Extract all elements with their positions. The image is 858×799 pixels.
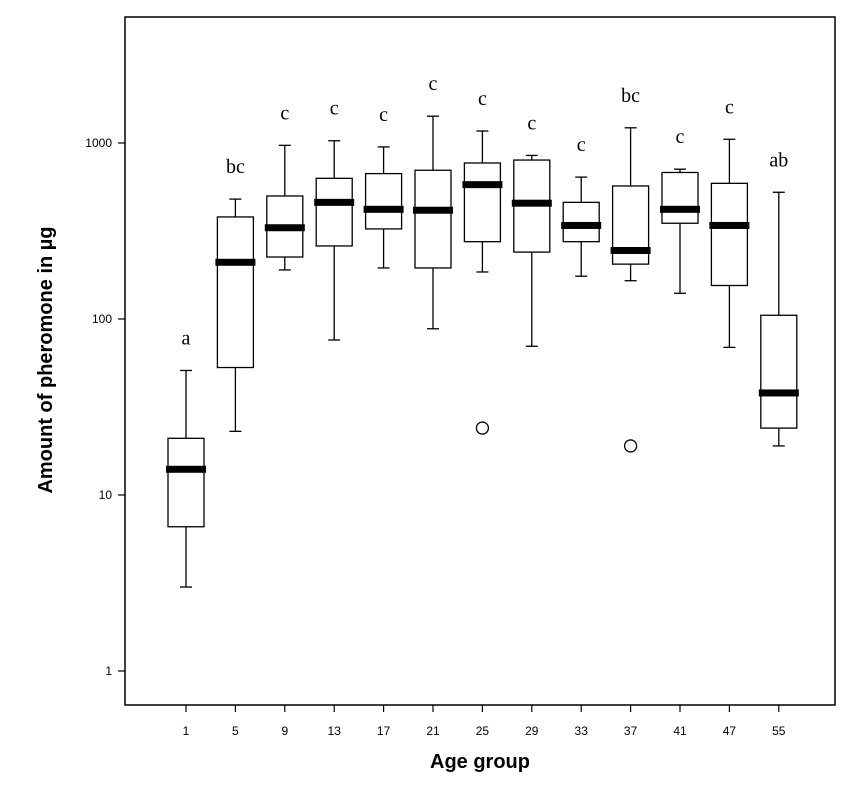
box-group: c (264, 102, 305, 271)
significance-letter: a (182, 327, 191, 349)
box-group: c (511, 112, 552, 347)
x-axis: 1 5 9 13 17 21 25 29 33 37 41 47 55 (183, 705, 786, 738)
significance-letter: c (429, 73, 438, 95)
median-bar (610, 247, 651, 255)
x-tick-label: 21 (426, 724, 440, 738)
median-bar (660, 205, 700, 213)
outlier-point (475, 421, 490, 435)
significance-letter: c (330, 98, 339, 120)
significance-letter: bc (226, 156, 245, 178)
median-bar (462, 181, 503, 189)
iqr-box (710, 182, 749, 287)
significance-letter: c (478, 88, 487, 110)
iqr-box (463, 162, 502, 243)
x-tick-label: 9 (281, 724, 288, 738)
median-bar (166, 465, 206, 473)
significance-letter: c (577, 134, 586, 156)
median-bar (511, 199, 552, 207)
x-tick-label: 5 (232, 724, 239, 738)
significance-letter: ab (769, 149, 788, 171)
significance-letter: c (527, 112, 536, 134)
significance-letter: bc (621, 85, 640, 107)
x-tick-label: 17 (377, 724, 391, 738)
iqr-box (661, 171, 699, 224)
outlier-point (623, 439, 638, 453)
median-bar (314, 198, 355, 206)
median-bar (413, 206, 453, 214)
significance-letter: c (379, 104, 388, 126)
plot-frame (124, 16, 836, 706)
box-group: c (413, 73, 453, 330)
iqr-box (364, 172, 403, 230)
box-group: c (561, 134, 602, 277)
x-tick-label: 1 (183, 724, 190, 738)
median-bar (709, 221, 750, 229)
y-tick-label: 1 (105, 664, 112, 678)
median-bar (561, 221, 602, 229)
box-group: a (166, 327, 206, 588)
significance-letter: c (280, 102, 289, 124)
box-group: ab (758, 149, 799, 447)
boxes-layer: a bc c c c c c c c bc c c ab (166, 73, 799, 588)
iqr-box (760, 314, 798, 429)
iqr-box (216, 216, 255, 369)
box-group: c (709, 96, 750, 349)
significance-letter: c (725, 96, 734, 118)
median-bar (215, 258, 256, 266)
box-group: bc (610, 85, 651, 453)
x-tick-label: 55 (772, 724, 786, 738)
box-group: c (363, 104, 404, 269)
iqr-box (315, 177, 353, 247)
y-tick-label: 100 (92, 312, 112, 326)
y-tick-label: 1000 (85, 136, 112, 150)
x-tick-label: 25 (476, 724, 490, 738)
y-axis-title: Amount of pheromone in µg (35, 226, 57, 493)
y-axis: 1 10 100 1000 (85, 136, 125, 678)
x-tick-label: 33 (575, 724, 589, 738)
significance-letter: c (676, 126, 685, 148)
median-bar (363, 205, 404, 213)
box-group: bc (215, 156, 256, 432)
x-tick-label: 37 (624, 724, 638, 738)
x-axis-title: Age group (430, 751, 530, 773)
x-tick-label: 41 (673, 724, 687, 738)
x-tick-label: 47 (723, 724, 737, 738)
median-bar (264, 224, 305, 232)
x-tick-label: 13 (328, 724, 342, 738)
y-tick-label: 10 (99, 488, 113, 502)
iqr-box (414, 169, 452, 269)
box-group: c (660, 126, 700, 294)
x-tick-label: 29 (525, 724, 539, 738)
box-group: c (462, 88, 503, 435)
box-group: c (314, 98, 355, 341)
iqr-box (167, 437, 205, 528)
median-bar (758, 389, 799, 397)
